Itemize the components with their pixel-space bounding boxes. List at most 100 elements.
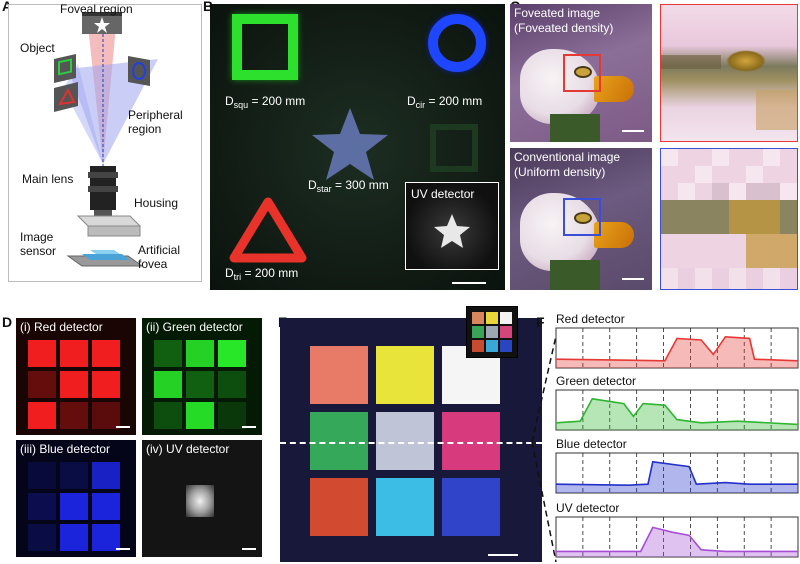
panel-d-label: D	[2, 314, 13, 330]
pixel-block	[661, 251, 678, 268]
checker-patch	[500, 340, 512, 352]
scale-bar-c2	[622, 278, 644, 280]
uv-detector-inset-label: UV detector	[411, 187, 475, 201]
conventional-zoom-image	[660, 148, 798, 290]
checker-patch	[486, 326, 498, 338]
pixel-block	[678, 200, 695, 217]
peripheral-beam	[68, 59, 158, 164]
trace-frame	[555, 327, 799, 369]
pixel-block	[678, 234, 695, 251]
pixel-block	[780, 200, 797, 217]
conventional-subtitle: (Uniform density)	[514, 165, 606, 179]
grid-cell	[218, 340, 246, 367]
triangle-shape	[229, 197, 307, 263]
pixel-block	[729, 166, 746, 183]
grid-cell	[186, 402, 214, 429]
pixel-block	[678, 149, 695, 166]
grid-cell	[92, 402, 120, 429]
red-detector-image: (i) Red detector	[16, 318, 136, 435]
pixel-block	[746, 166, 763, 183]
pixel-block	[712, 285, 729, 289]
pixel-block	[678, 268, 695, 285]
checker-patch	[472, 326, 484, 338]
checker-patch	[486, 312, 498, 324]
connector-lines	[531, 335, 557, 563]
pixel-block	[695, 268, 712, 285]
pixel-block	[763, 285, 780, 289]
pixel-block	[797, 217, 798, 234]
pixel-block	[729, 149, 746, 166]
pixel-block	[746, 183, 763, 200]
grid-cell	[92, 493, 120, 520]
trace-frame	[555, 389, 799, 431]
panel-a-label: A	[2, 0, 12, 14]
conventional-title: Conventional image	[514, 150, 621, 164]
trace-label-uv: UV detector	[556, 501, 620, 515]
pixel-block	[780, 268, 797, 285]
grid-cell	[186, 371, 214, 398]
pixel-block	[712, 183, 729, 200]
foveated-title: Foveated image	[514, 6, 601, 20]
pixel-block	[746, 251, 763, 268]
pixel-block	[746, 268, 763, 285]
pixel-block	[763, 234, 780, 251]
uv-star-icon	[434, 214, 470, 248]
pixel-block	[678, 183, 695, 200]
green-detector-label: (ii) Green detector	[146, 320, 243, 334]
square-shape	[232, 14, 298, 80]
pixelated-zoom	[661, 149, 798, 289]
pixel-block	[729, 268, 746, 285]
trace-frame	[555, 452, 799, 494]
pixel-block	[678, 285, 695, 289]
eagle-head	[520, 49, 600, 124]
grid-cell	[92, 340, 120, 367]
pixel-block	[780, 149, 797, 166]
grid-cell	[310, 478, 368, 536]
grid-cell	[154, 371, 182, 398]
trace-label-blue: Blue detector	[556, 437, 627, 451]
pixel-block	[661, 268, 678, 285]
pixel-block	[797, 234, 798, 251]
pixel-block	[695, 149, 712, 166]
scale-bar-d2	[242, 426, 256, 428]
foveated-zoom-image	[660, 4, 798, 142]
scale-bar-e	[488, 554, 518, 556]
pixel-block	[678, 166, 695, 183]
checker-patch	[500, 326, 512, 338]
fovea-box	[563, 54, 601, 92]
grid-cell	[28, 524, 56, 551]
shape-detection-image: Dsqu = 200 mm Dcir = 200 mm Dstar = 300 …	[210, 4, 505, 290]
pixel-block	[661, 166, 678, 183]
pixel-block	[729, 251, 746, 268]
grid-cell	[218, 371, 246, 398]
color-composite-image	[280, 318, 542, 562]
grid-cell	[154, 402, 182, 429]
grid-cell	[154, 340, 182, 367]
pixel-block	[763, 200, 780, 217]
scale-bar-d4	[242, 548, 256, 550]
pixel-block	[661, 183, 678, 200]
pixel-block	[763, 268, 780, 285]
pixel-block	[797, 183, 798, 200]
trace-line	[555, 397, 799, 426]
panel-a: A	[0, 0, 202, 285]
trace-plots	[555, 327, 799, 558]
grid-cell	[28, 402, 56, 429]
circle-shape	[428, 14, 486, 72]
checker-patch	[472, 340, 484, 352]
pixel-block	[763, 149, 780, 166]
d-tri-label: Dtri = 200 mm	[225, 266, 299, 282]
scale-bar-d3	[116, 548, 130, 550]
object-label: Object	[20, 41, 55, 55]
pixel-block	[712, 234, 729, 251]
panel-b: B Dsqu = 200 mm Dcir = 200 mm Dstar = 30…	[200, 0, 505, 292]
foveal-region-label: Foveal region	[60, 2, 133, 16]
pixel-block	[712, 217, 729, 234]
pixel-block	[695, 234, 712, 251]
object-triangle-plate	[54, 82, 78, 112]
grid-cell	[310, 412, 368, 470]
d-star-label: Dstar = 300 mm	[308, 178, 389, 194]
trace-label-red: Red detector	[556, 312, 625, 326]
pixel-block	[661, 149, 678, 166]
green-detector-image: (ii) Green detector	[142, 318, 262, 435]
